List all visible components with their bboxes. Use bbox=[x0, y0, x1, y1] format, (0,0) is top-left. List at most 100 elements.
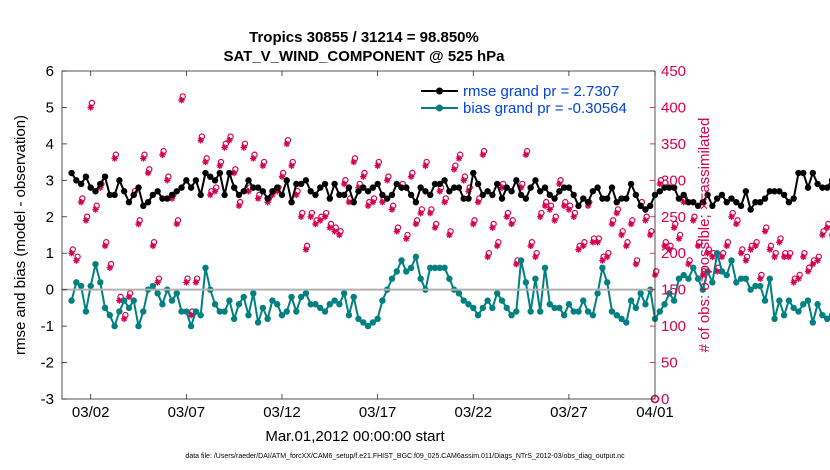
obs-assimilated-marker bbox=[465, 188, 472, 195]
bias-marker bbox=[780, 311, 788, 319]
data-file-footnote: data file: /Users/raeder/DAI/ATM_forcXX/… bbox=[185, 453, 625, 460]
rmse-marker bbox=[517, 191, 525, 199]
bias-marker bbox=[345, 311, 353, 319]
bias-marker bbox=[670, 297, 678, 304]
rmse-marker bbox=[278, 191, 286, 199]
bias-marker bbox=[140, 308, 147, 315]
rmse-marker bbox=[207, 173, 214, 180]
rmse-marker bbox=[785, 199, 793, 206]
rmse-marker bbox=[226, 169, 233, 177]
bias-marker bbox=[331, 297, 338, 304]
rmse-marker bbox=[580, 195, 587, 202]
y-right-tick-label: 450 bbox=[661, 63, 686, 80]
obs-assimilated-marker bbox=[594, 239, 601, 246]
obs-assimilated-marker bbox=[556, 180, 563, 188]
obs-assimilated-marker bbox=[278, 173, 286, 180]
bias-marker bbox=[135, 322, 142, 330]
rmse-marker bbox=[398, 184, 405, 191]
rmse-marker bbox=[508, 188, 515, 195]
rmse-marker bbox=[87, 184, 94, 191]
obs-assimilated-marker bbox=[379, 199, 386, 206]
rmse-marker bbox=[814, 180, 821, 188]
rmse-marker bbox=[154, 188, 161, 195]
rmse-marker bbox=[374, 180, 381, 188]
obs-assimilated-marker bbox=[226, 137, 233, 144]
obs-assimilated-marker bbox=[374, 162, 381, 169]
rmse-marker bbox=[187, 184, 195, 191]
bias-marker bbox=[766, 275, 773, 282]
rmse-marker bbox=[202, 169, 209, 177]
x-tick-label: 03/02 bbox=[72, 404, 110, 421]
obs-assimilated-marker bbox=[819, 231, 826, 239]
y-right-tick-label: 200 bbox=[661, 245, 686, 262]
rmse-marker bbox=[513, 177, 520, 184]
rmse-marker bbox=[503, 184, 510, 191]
bias-marker bbox=[441, 264, 448, 271]
bias-marker bbox=[417, 275, 424, 282]
rmse-marker bbox=[149, 191, 157, 199]
obs-assimilated-marker bbox=[709, 253, 716, 261]
obs-assimilated-marker bbox=[666, 246, 673, 253]
bias-marker bbox=[594, 290, 601, 297]
obs-assimilated-marker bbox=[360, 173, 367, 180]
bias-marker bbox=[245, 311, 252, 319]
rmse-marker bbox=[584, 199, 592, 206]
obs-assimilated-marker bbox=[685, 260, 692, 268]
y-right-tick-label: 300 bbox=[661, 172, 686, 189]
obs-assimilated-marker bbox=[441, 199, 448, 206]
obs-assimilated-marker bbox=[312, 220, 319, 228]
y-left-tick-label: 4 bbox=[46, 136, 54, 153]
rmse-marker bbox=[766, 188, 773, 195]
rmse-marker bbox=[101, 173, 109, 180]
bias-marker bbox=[470, 304, 477, 312]
obs-assimilated-marker bbox=[479, 151, 487, 159]
obs-assimilated-marker bbox=[254, 195, 262, 202]
rmse-marker bbox=[460, 195, 467, 202]
rmse-marker bbox=[173, 188, 180, 195]
rmse-marker bbox=[269, 188, 276, 195]
bias-marker bbox=[321, 308, 329, 315]
bias-marker bbox=[527, 308, 534, 315]
rmse-marker bbox=[379, 191, 386, 199]
rmse-marker bbox=[283, 177, 290, 184]
obs-assimilated-marker bbox=[326, 224, 334, 231]
rmse-marker bbox=[97, 180, 104, 188]
bias-marker bbox=[508, 311, 515, 319]
rmse-marker bbox=[823, 184, 830, 191]
rmse-marker bbox=[302, 177, 310, 184]
obs-assimilated-marker bbox=[264, 199, 271, 206]
rmse-marker bbox=[168, 191, 176, 199]
rmse-marker bbox=[608, 184, 616, 191]
rmse-marker bbox=[383, 195, 391, 202]
bias-marker bbox=[613, 311, 620, 319]
obs-assimilated-marker bbox=[207, 191, 214, 199]
legend-rmse-marker bbox=[436, 87, 443, 95]
rmse-marker bbox=[489, 191, 496, 199]
legend-rmse-label: rmse grand pr = 2.7307 bbox=[463, 83, 619, 100]
rmse-marker bbox=[603, 195, 611, 202]
rmse-marker bbox=[565, 184, 573, 191]
obs-assimilated-marker bbox=[694, 242, 702, 250]
bias-marker bbox=[73, 279, 80, 286]
obs-assimilated-marker bbox=[608, 220, 616, 228]
rmse-marker bbox=[403, 184, 410, 191]
bias-marker bbox=[427, 264, 434, 271]
rmse-marker bbox=[455, 184, 463, 191]
legend-bias-marker bbox=[436, 104, 443, 112]
rmse-marker bbox=[474, 180, 482, 188]
bias-marker bbox=[546, 301, 553, 308]
bias-marker bbox=[522, 279, 530, 286]
rmse-marker bbox=[293, 180, 300, 188]
bias-marker bbox=[814, 301, 821, 308]
rmse-marker bbox=[92, 188, 99, 195]
rmse-marker bbox=[594, 184, 601, 191]
x-tick-label: 03/07 bbox=[168, 404, 206, 421]
obs-assimilated-marker bbox=[541, 202, 549, 210]
y-left-tick-label: 3 bbox=[46, 172, 54, 189]
obs-assimilated-marker bbox=[388, 206, 396, 213]
obs-assimilated-marker bbox=[159, 151, 166, 159]
obs-assimilated-marker bbox=[350, 158, 357, 166]
bias-marker bbox=[537, 308, 544, 315]
rmse-marker bbox=[340, 191, 348, 199]
rmse-marker bbox=[656, 188, 663, 195]
